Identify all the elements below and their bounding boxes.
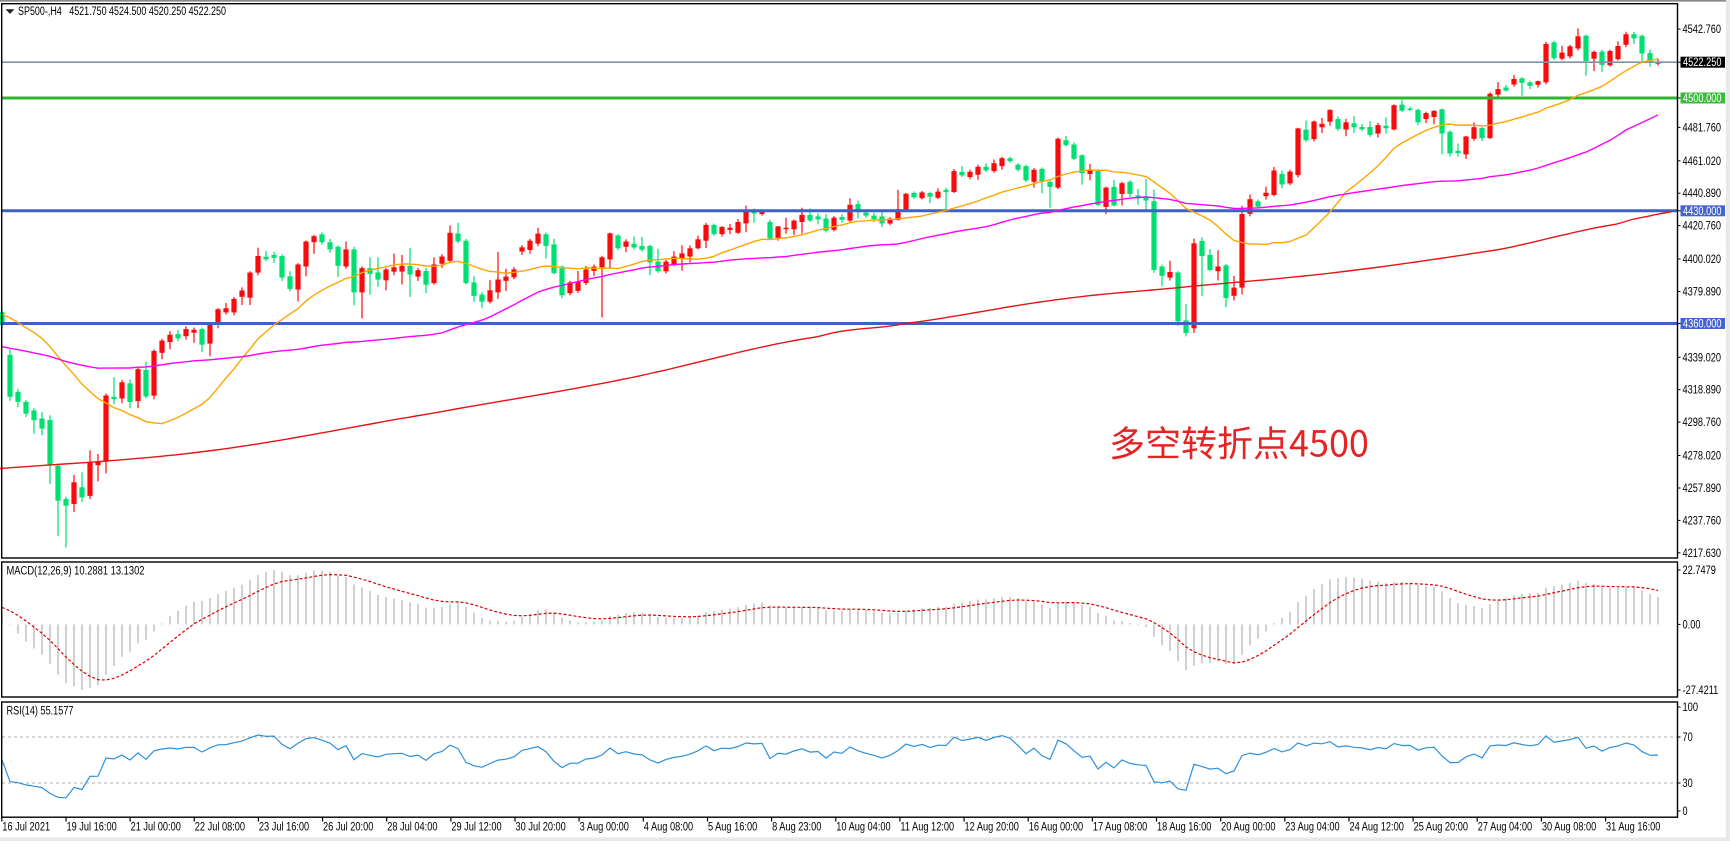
- svg-text:4440.890: 4440.890: [1683, 188, 1722, 200]
- svg-text:4298.760: 4298.760: [1683, 417, 1722, 429]
- svg-text:17 Aug 08:00: 17 Aug 08:00: [1093, 822, 1147, 834]
- svg-text:11 Aug 12:00: 11 Aug 12:00: [900, 822, 954, 834]
- svg-text:21 Jul 00:00: 21 Jul 00:00: [131, 822, 181, 834]
- svg-text:27 Aug 04:00: 27 Aug 04:00: [1478, 822, 1532, 834]
- svg-text:30 Aug 08:00: 30 Aug 08:00: [1542, 822, 1596, 834]
- svg-text:30: 30: [1683, 778, 1693, 790]
- svg-text:4278.020: 4278.020: [1683, 451, 1722, 463]
- svg-text:10 Aug 04:00: 10 Aug 04:00: [836, 822, 890, 834]
- svg-text:22 Jul 08:00: 22 Jul 08:00: [195, 822, 245, 834]
- svg-text:4481.760: 4481.760: [1683, 122, 1722, 134]
- svg-text:4461.020: 4461.020: [1683, 156, 1722, 168]
- svg-text:4522.250: 4522.250: [1683, 57, 1722, 69]
- svg-text:70: 70: [1683, 732, 1693, 744]
- svg-text:-27.4211: -27.4211: [1683, 685, 1719, 697]
- svg-text:24 Aug 12:00: 24 Aug 12:00: [1349, 822, 1403, 834]
- svg-text:4360.000: 4360.000: [1683, 319, 1722, 331]
- svg-text:SP500-,H4 4521.750 4524.500: SP500-,H4 4521.750 4524.500 4520.250 452…: [18, 6, 226, 18]
- svg-text:MACD(12,26,9) 10.2881 13.1302: MACD(12,26,9) 10.2881 13.1302: [7, 566, 145, 578]
- svg-text:28 Jul 04:00: 28 Jul 04:00: [387, 822, 437, 834]
- svg-text:3 Aug 00:00: 3 Aug 00:00: [580, 822, 629, 834]
- svg-text:4500.000: 4500.000: [1683, 93, 1722, 105]
- svg-text:22.7479: 22.7479: [1683, 565, 1716, 577]
- svg-text:0.00: 0.00: [1683, 619, 1701, 631]
- svg-text:4430.000: 4430.000: [1683, 206, 1722, 218]
- svg-text:18 Aug 16:00: 18 Aug 16:00: [1157, 822, 1211, 834]
- svg-text:RSI(14) 55.1577: RSI(14) 55.1577: [7, 706, 74, 718]
- svg-text:5 Aug 16:00: 5 Aug 16:00: [708, 822, 757, 834]
- svg-text:30 Jul 20:00: 30 Jul 20:00: [516, 822, 566, 834]
- svg-text:20 Aug 00:00: 20 Aug 00:00: [1221, 822, 1275, 834]
- svg-text:4257.890: 4257.890: [1683, 483, 1722, 495]
- svg-text:0: 0: [1683, 806, 1688, 818]
- svg-text:4217.630: 4217.630: [1683, 548, 1722, 560]
- svg-text:100: 100: [1683, 702, 1699, 714]
- svg-text:12 Aug 20:00: 12 Aug 20:00: [965, 822, 1019, 834]
- svg-text:4542.760: 4542.760: [1683, 24, 1722, 36]
- svg-text:4339.020: 4339.020: [1683, 352, 1722, 364]
- svg-text:4379.890: 4379.890: [1683, 287, 1722, 299]
- svg-text:23 Aug 04:00: 23 Aug 04:00: [1285, 822, 1339, 834]
- svg-text:29 Jul 12:00: 29 Jul 12:00: [451, 822, 501, 834]
- svg-text:4237.760: 4237.760: [1683, 515, 1722, 527]
- svg-text:4318.890: 4318.890: [1683, 385, 1722, 397]
- svg-text:4420.760: 4420.760: [1683, 221, 1722, 233]
- svg-text:26 Jul 20:00: 26 Jul 20:00: [323, 822, 373, 834]
- svg-text:4 Aug 08:00: 4 Aug 08:00: [644, 822, 693, 834]
- svg-text:16 Jul 2021: 16 Jul 2021: [2, 822, 50, 834]
- svg-text:4400.020: 4400.020: [1683, 254, 1722, 266]
- svg-text:23 Jul 16:00: 23 Jul 16:00: [259, 822, 309, 834]
- svg-text:16 Aug 00:00: 16 Aug 00:00: [1029, 822, 1083, 834]
- svg-text:31 Aug 16:00: 31 Aug 16:00: [1606, 822, 1660, 834]
- svg-text:8 Aug 23:00: 8 Aug 23:00: [772, 822, 821, 834]
- svg-text:19 Jul 16:00: 19 Jul 16:00: [66, 822, 116, 834]
- svg-text:25 Aug 20:00: 25 Aug 20:00: [1414, 822, 1468, 834]
